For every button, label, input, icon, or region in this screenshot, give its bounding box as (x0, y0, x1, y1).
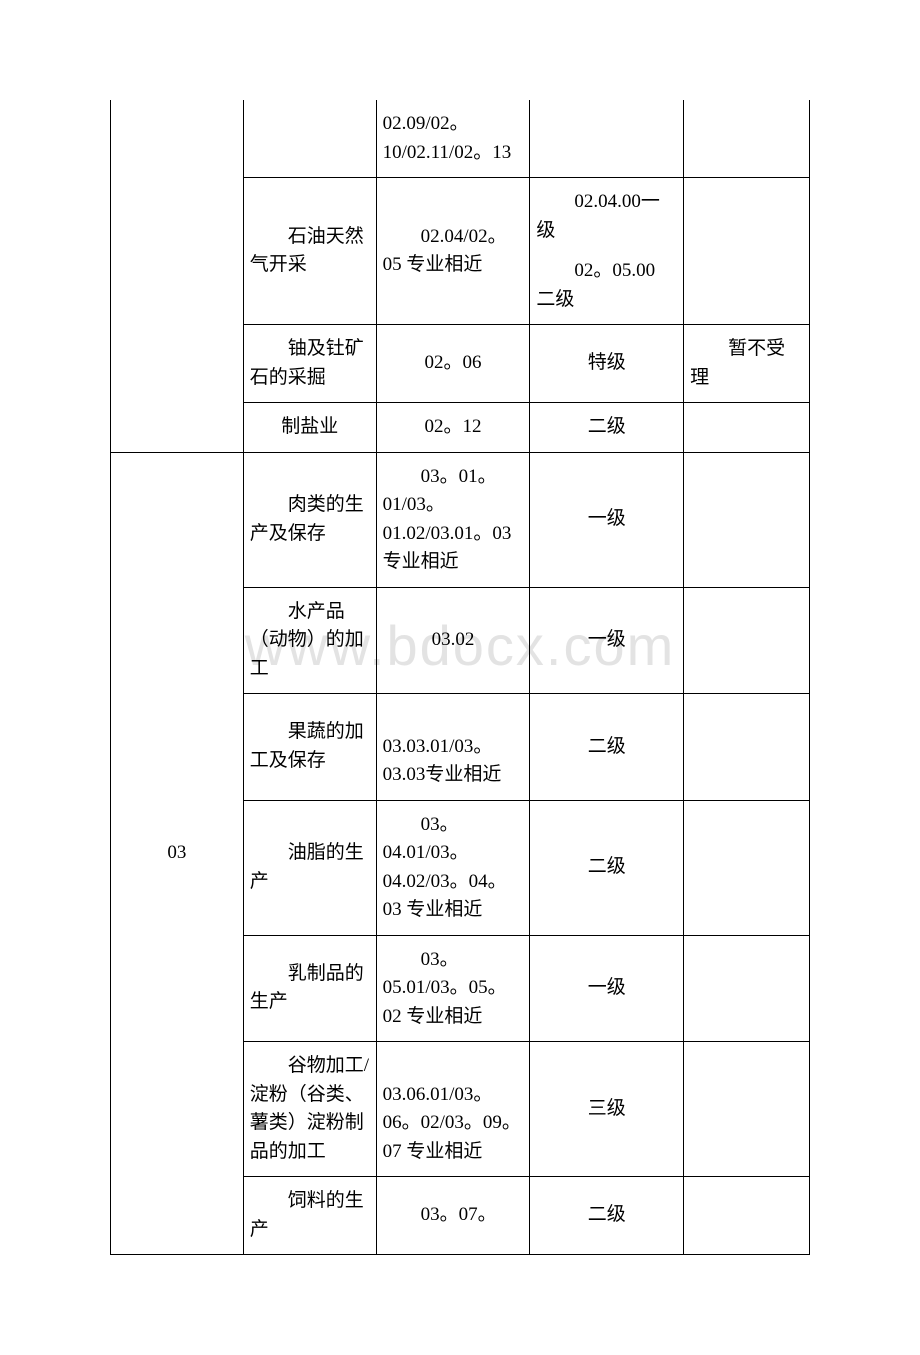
table-cell: 03。05.01/03。05。02 专业相近 (376, 935, 530, 1042)
table-body: 02.09/02。10/02.11/02。13 石油天然气开采 02.04/02… (111, 100, 810, 1255)
table-cell: 果蔬的加工及保存 (243, 694, 376, 801)
table-cell: 03。04.01/03。04.02/03。04。03 专业相近 (376, 800, 530, 935)
table-cell (684, 1042, 810, 1177)
table-cell: 二级 (530, 694, 684, 801)
table-cell: 饲料的生产 (243, 1177, 376, 1255)
table-row: 02.09/02。10/02.11/02。13 (111, 100, 810, 178)
page-container: 02.09/02。10/02.11/02。13 石油天然气开采 02.04/02… (0, 0, 920, 1355)
table-cell: 二级 (530, 1177, 684, 1255)
table-cell (530, 100, 684, 178)
table-cell: 02。06 (376, 325, 530, 403)
table-cell: 一级 (530, 935, 684, 1042)
table-cell (684, 403, 810, 453)
table-cell (684, 694, 810, 801)
table-cell: 水产品（动物）的加工 (243, 587, 376, 694)
table-cell: 铀及钍矿石的采掘 (243, 325, 376, 403)
table-cell: 油脂的生产 (243, 800, 376, 935)
table-cell: 02.04/02。05 专业相近 (376, 178, 530, 325)
table-cell (684, 1177, 810, 1255)
table-cell (684, 178, 810, 325)
table-cell: 三级 (530, 1042, 684, 1177)
table-cell: 肉类的生产及保存 (243, 452, 376, 587)
table-cell (243, 100, 376, 178)
table-cell: 02。12 (376, 403, 530, 453)
table-cell (684, 100, 810, 178)
table-cell: 二级 (530, 403, 684, 453)
table-cell (684, 587, 810, 694)
table-cell: 03.03.01/03。03.03专业相近 (376, 694, 530, 801)
table-cell: 02.04.00一级 02。05.00 二级 (530, 178, 684, 325)
table-cell (684, 935, 810, 1042)
table-cell (684, 452, 810, 587)
table-cell (111, 100, 244, 452)
table-cell: 谷物加工/淀粉（谷类、薯类）淀粉制品的加工 (243, 1042, 376, 1177)
data-table: 02.09/02。10/02.11/02。13 石油天然气开采 02.04/02… (110, 100, 810, 1255)
table-cell (684, 800, 810, 935)
table-cell: 制盐业 (243, 403, 376, 453)
table-cell: 暂不受理 (684, 325, 810, 403)
table-cell: 特级 (530, 325, 684, 403)
table-cell: 03 (111, 452, 244, 1255)
table-cell: 石油天然气开采 (243, 178, 376, 325)
table-cell: 二级 (530, 800, 684, 935)
table-cell: 03。07。 (376, 1177, 530, 1255)
table-cell: 03.02 (376, 587, 530, 694)
table-cell: 03。01。01/03。01.02/03.01。03 专业相近 (376, 452, 530, 587)
table-cell: 一级 (530, 452, 684, 587)
table-cell: 03.06.01/03。06。02/03。09。07 专业相近 (376, 1042, 530, 1177)
table-cell: 02.09/02。10/02.11/02。13 (376, 100, 530, 178)
table-row: 03 肉类的生产及保存 03。01。01/03。01.02/03.01。03 专… (111, 452, 810, 587)
table-cell: 一级 (530, 587, 684, 694)
table-cell: 乳制品的生产 (243, 935, 376, 1042)
